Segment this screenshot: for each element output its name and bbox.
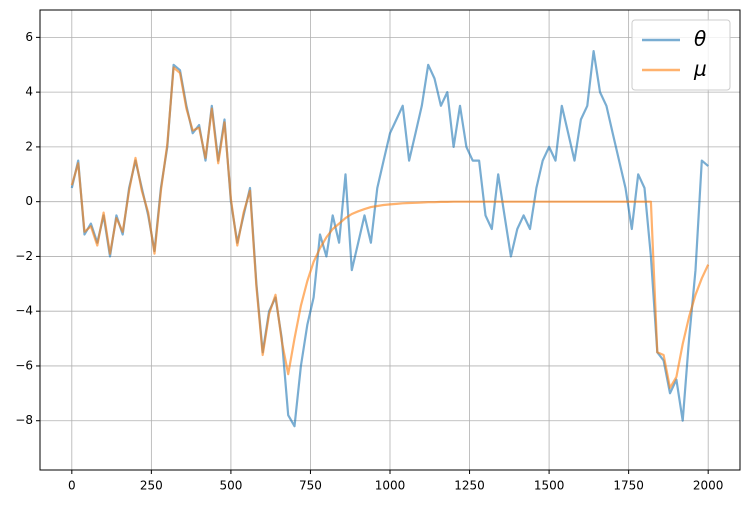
legend-label: θ (694, 27, 706, 51)
y-tick-label: 4 (25, 85, 33, 99)
x-tick-label: 1000 (375, 479, 406, 493)
y-tick-label: −2 (15, 249, 33, 263)
data-line (70, 50, 709, 428)
legend-label: μ (693, 57, 707, 81)
x-tick-label: 1750 (613, 479, 644, 493)
x-tick-label: 1250 (454, 479, 485, 493)
y-tick-label: −4 (15, 304, 33, 318)
y-tick-label: −6 (15, 358, 33, 372)
y-tick-label: 6 (25, 30, 33, 44)
x-tick-label: 250 (140, 479, 163, 493)
x-tick-label: 500 (219, 479, 242, 493)
y-tick-label: −8 (15, 413, 33, 427)
x-tick-label: 0 (68, 479, 76, 493)
x-tick-label: 750 (299, 479, 322, 493)
data-line (70, 66, 710, 389)
x-tick-label: 2000 (693, 479, 724, 493)
legend-box (631, 19, 731, 91)
y-tick-label: 0 (25, 194, 33, 208)
x-tick-label: 1500 (534, 479, 565, 493)
y-tick-label: 2 (25, 139, 33, 153)
plot-frame (39, 9, 741, 471)
